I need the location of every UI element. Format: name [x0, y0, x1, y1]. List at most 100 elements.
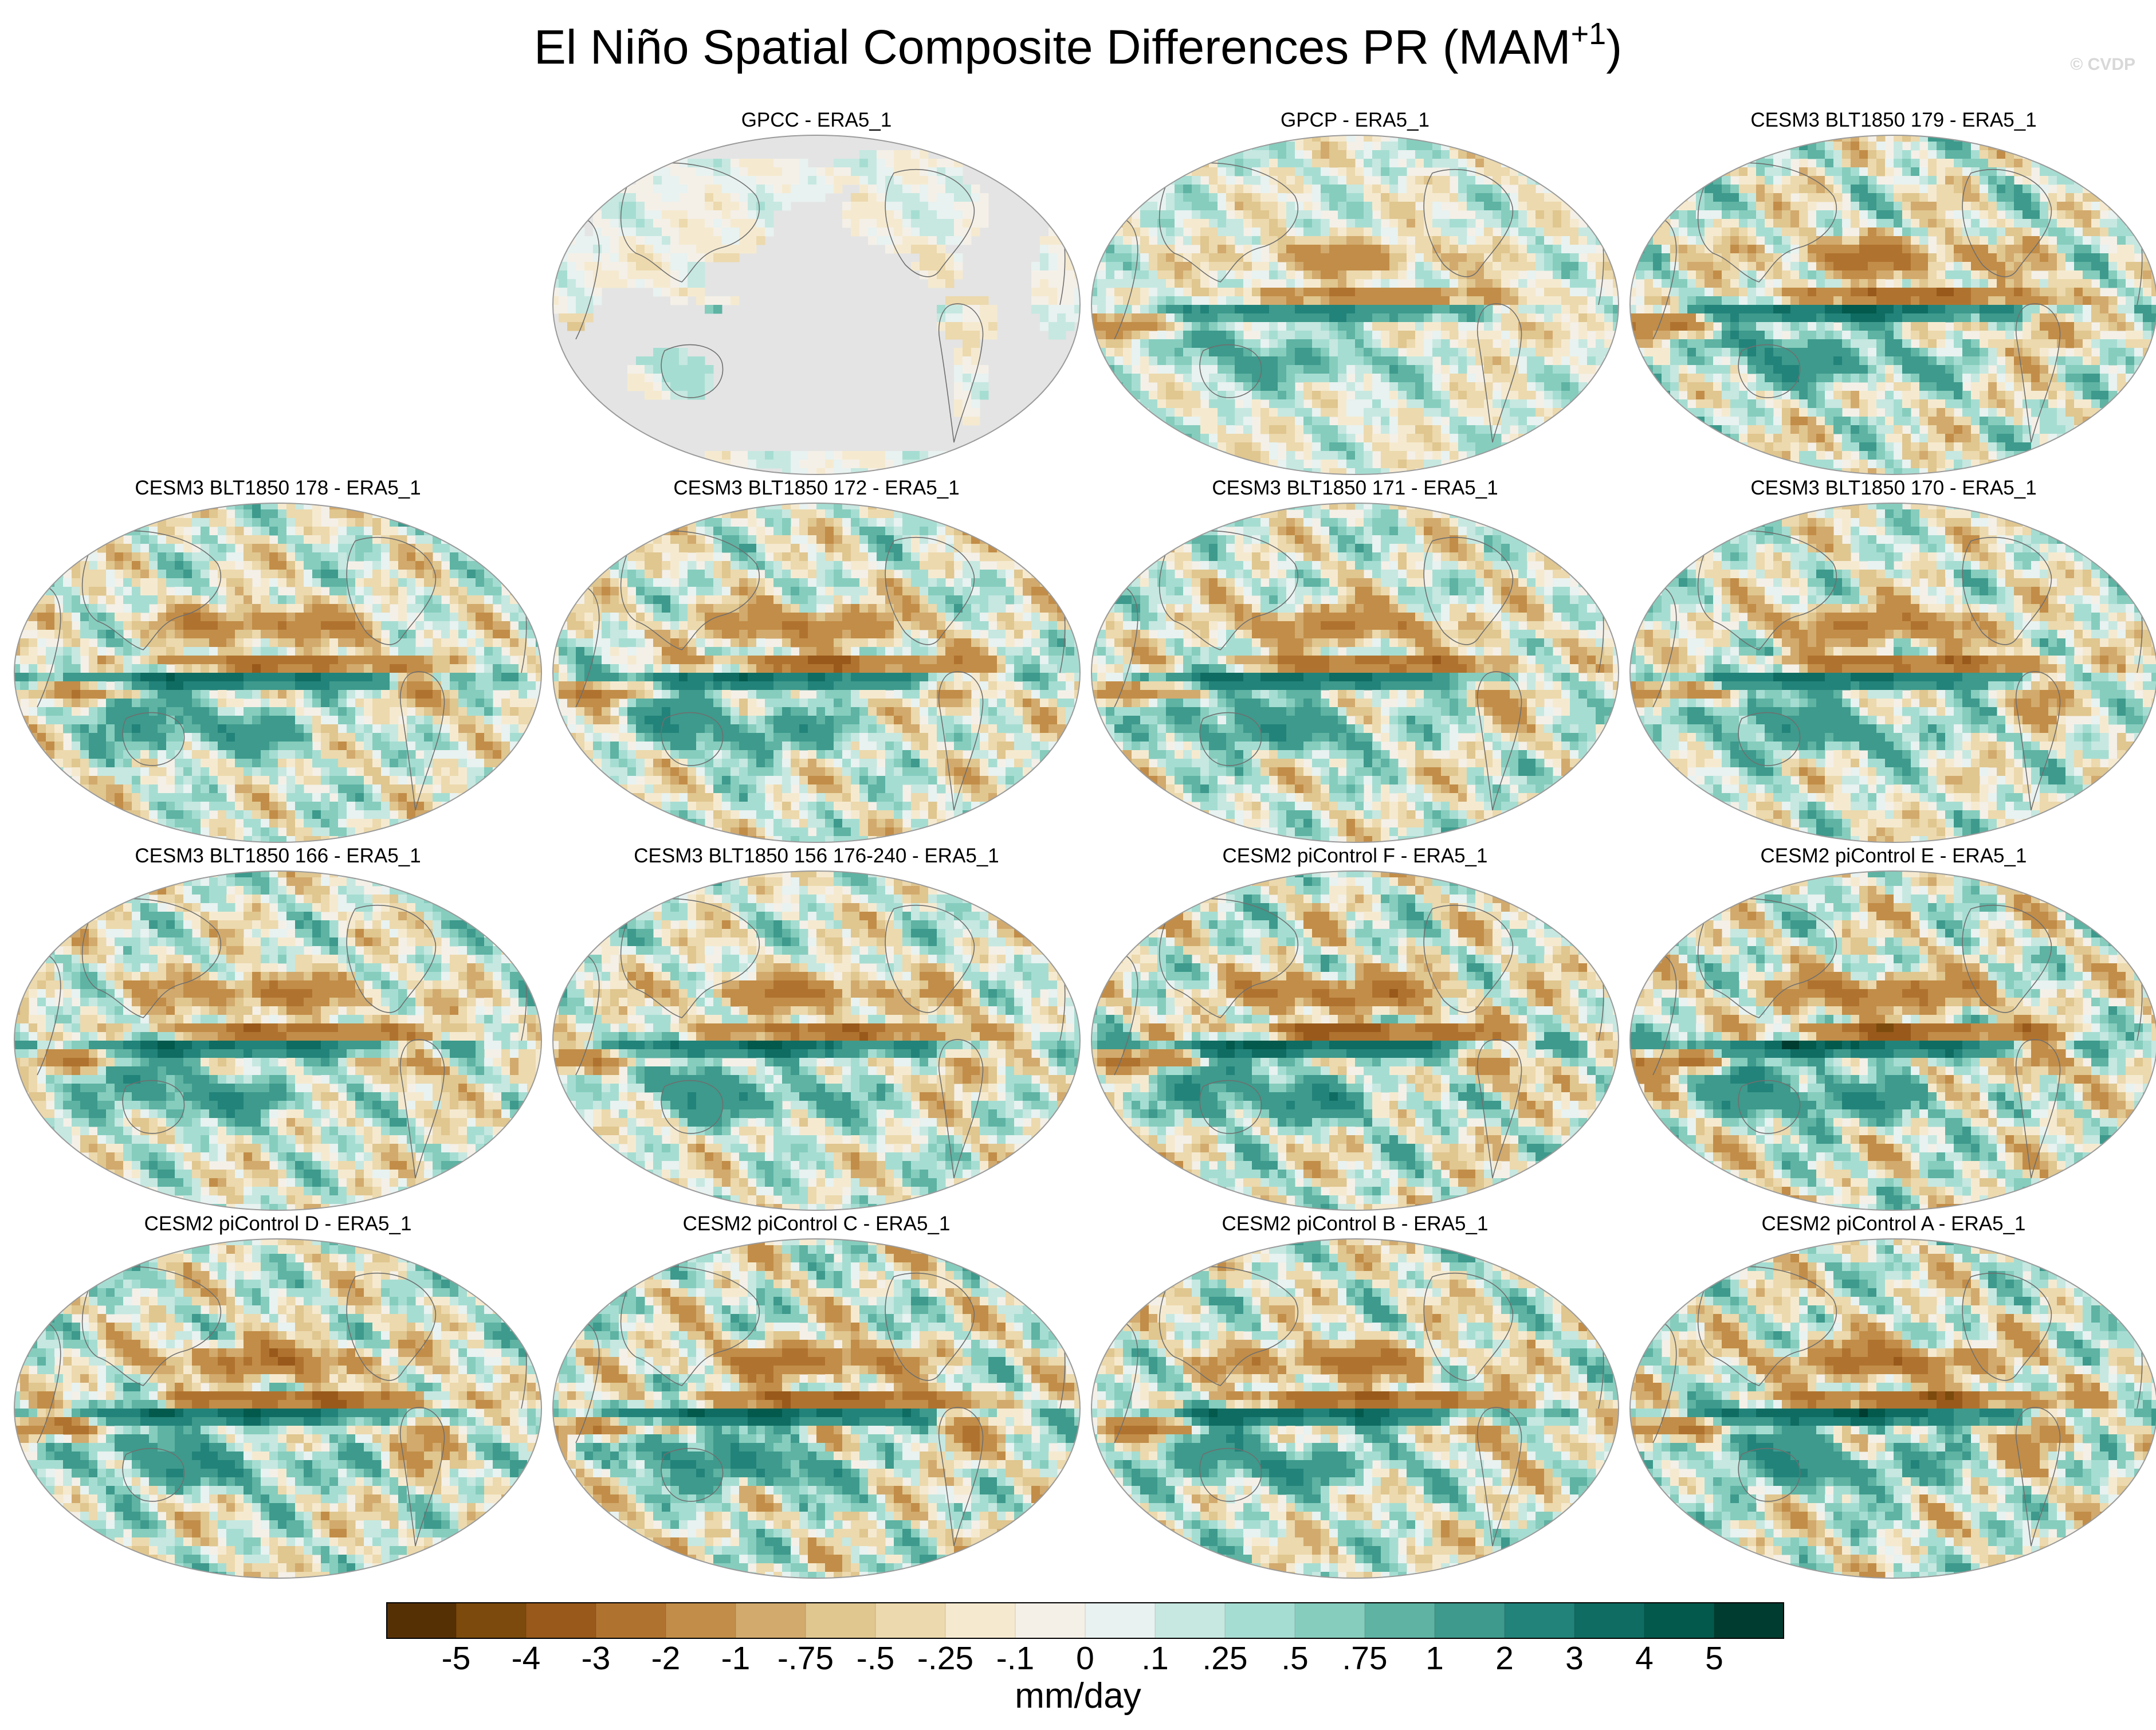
field-cell: [1894, 262, 1903, 271]
field-cell: [1876, 365, 1886, 374]
field-cell: [653, 176, 662, 185]
field-cell: [1553, 202, 1562, 211]
field-cell: [1252, 408, 1261, 417]
field-cell: [2117, 365, 2126, 374]
field-cell: [1756, 262, 1765, 271]
field-cell: [688, 193, 697, 202]
field-cell: [877, 236, 886, 245]
field-cell: [1919, 434, 1929, 443]
field-cell: [115, 544, 124, 553]
field-cell: [1553, 322, 1562, 331]
field-cell: [1355, 185, 1364, 194]
field-cell: [2014, 442, 2023, 452]
field-cell: [1902, 451, 1911, 460]
field-cell: [2126, 288, 2135, 297]
field-cell: [1868, 142, 1877, 151]
field-cell: [748, 227, 757, 237]
field-cell: [1527, 348, 1536, 357]
field-cell: [1407, 417, 1416, 426]
field-cell: [1398, 142, 1407, 151]
field-cell: [842, 176, 851, 185]
field-cell: [2023, 322, 2032, 331]
field-cell: [954, 296, 963, 305]
field-cell: [1911, 202, 1920, 211]
field-cell: [1954, 227, 1963, 237]
field-cell: [1613, 322, 1619, 331]
field-cell: [1200, 417, 1209, 426]
field-cell: [1790, 185, 1800, 194]
field-cell: [1705, 331, 1714, 340]
field-cell: [593, 236, 602, 245]
field-cell: [1157, 356, 1167, 366]
field-cell: [1644, 253, 1654, 262]
field-cell: [1432, 185, 1442, 194]
field-cell: [1816, 322, 1825, 331]
field-cell: [1338, 356, 1347, 366]
field-cell: [2074, 374, 2083, 383]
field-cell: [877, 176, 886, 185]
field-cell: [963, 227, 972, 237]
field-cell: [1825, 399, 1834, 409]
field-cell: [1790, 434, 1800, 443]
field-cell: [636, 227, 645, 237]
field-cell: [576, 270, 585, 280]
field-cell: [1885, 451, 1894, 460]
field-cell: [731, 202, 740, 211]
field-cell: [2023, 434, 2032, 443]
field-cell: [1765, 193, 1774, 202]
field-cell: [1312, 193, 1321, 202]
field-cell: [484, 587, 493, 596]
field-cell: [1209, 408, 1218, 417]
field-cell: [1441, 348, 1450, 357]
field-cell: [576, 305, 585, 314]
field-cell: [902, 193, 912, 202]
field-cell: [1679, 313, 1688, 323]
field-cell: [602, 236, 611, 245]
field-cell: [415, 578, 425, 587]
field-cell: [1114, 253, 1124, 262]
field-cell: [1501, 270, 1510, 280]
field-cell: [1493, 296, 1502, 305]
field-cell: [1833, 185, 1843, 194]
field-cell: [1876, 460, 1886, 469]
field-cell: [158, 578, 167, 587]
field-cell: [1919, 227, 1929, 237]
field-cell: [183, 544, 193, 553]
field-cell: [1928, 374, 1937, 383]
field-cell: [1235, 202, 1244, 211]
field-cell: [1971, 391, 1980, 400]
field-cell: [1407, 159, 1416, 168]
field-cell: [1381, 193, 1390, 202]
field-cell: [1389, 374, 1399, 383]
field-cell: [1722, 322, 1731, 331]
field-cell: [1209, 417, 1218, 426]
field-cell: [1980, 305, 1989, 314]
field-cell: [1739, 417, 1748, 426]
field-cell: [1679, 270, 1688, 280]
field-cell: [1321, 176, 1330, 185]
field-cell: [696, 270, 705, 280]
field-cell: [1183, 434, 1192, 443]
field-cell: [1475, 434, 1485, 443]
field-cell: [602, 210, 611, 219]
coastline: [620, 162, 760, 283]
field-cell: [1407, 356, 1416, 366]
field-cell: [1876, 135, 1886, 142]
field-cell: [1140, 210, 1149, 219]
field-cell: [1937, 270, 1946, 280]
field-cell: [1937, 408, 1946, 417]
field-cell: [2074, 227, 2083, 237]
field-cell: [1355, 391, 1364, 400]
field-cell: [1833, 425, 1843, 434]
field-cell: [1816, 460, 1825, 469]
field-cell: [2023, 193, 2032, 202]
field-cell: [1570, 288, 1579, 297]
field-cell: [1885, 245, 1894, 254]
field-cell: [1799, 331, 1808, 340]
field-cell: [945, 305, 955, 314]
field-cell: [722, 167, 731, 176]
field-cell: [679, 288, 688, 297]
field-cell: [1722, 245, 1731, 254]
field-cell: [1570, 227, 1579, 237]
field-cell: [2057, 382, 2066, 391]
